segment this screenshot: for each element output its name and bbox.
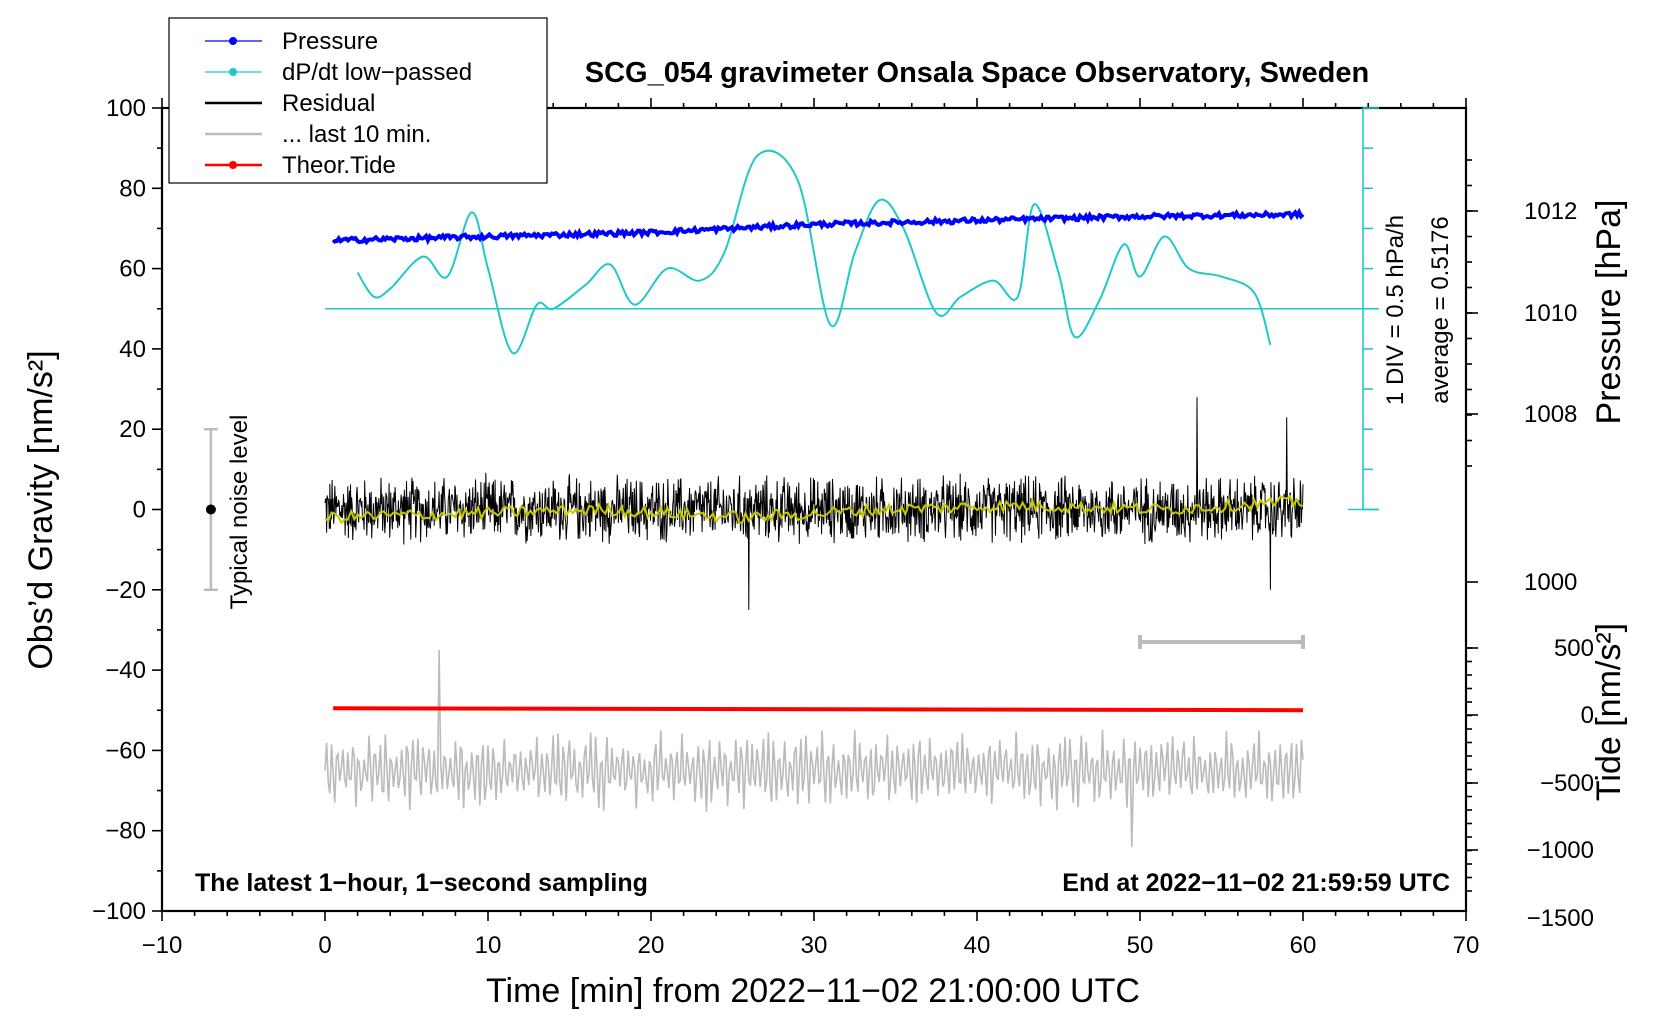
legend-label: Pressure [282,28,378,55]
x-tick-label: 40 [964,932,991,959]
x-tick-label: 20 [638,932,665,959]
tide-tick-label: 500 [1554,635,1594,662]
dpdt-line [356,149,1272,355]
tide-axis-label: Tide [nm/s²] [1590,623,1628,801]
x-tick-label: 30 [801,932,828,959]
y-tick-label: 0 [133,497,146,524]
noise-bar-dot [205,504,216,515]
legend-box [168,17,548,184]
y-tick-label: −40 [105,657,146,684]
tide-tick-label: −1500 [1527,905,1594,932]
average-label: average = 0.5176 [1427,216,1454,404]
x-tick-labels: −10 0 10 20 30 40 50 60 70 [142,932,1480,959]
x-tick-label: 70 [1453,932,1480,959]
y-tick-label: −100 [92,898,146,925]
tide-tick-label: −1000 [1527,837,1594,864]
y-tick-label: 20 [119,416,146,443]
legend-marker [229,161,237,169]
y-axis-label: Obs’d Gravity [nm/s²] [22,350,60,669]
y-tick-label: 40 [119,336,146,363]
pressure-tick-labels: 1012 1010 1008 1000 [1524,198,1577,596]
y-tick-label: 80 [119,175,146,202]
x-tick-label: 50 [1127,932,1154,959]
annotation-sampling: The latest 1−hour, 1−second sampling [195,869,648,897]
tide-tick-label: −500 [1540,770,1594,797]
x-tick-label: 0 [318,932,331,959]
tide-tick-labels: 500 0 −500 −1000 −1500 [1527,635,1594,932]
x-tick-label: 60 [1290,932,1317,959]
pressure-line [331,207,1305,246]
div-label: 1 DIV = 0.5 hPa/h [1382,215,1409,405]
x-tick-label: 10 [475,932,502,959]
legend-marker [229,37,237,45]
legend-marker [229,68,237,76]
legend-label: ... last 10 min. [282,121,431,148]
y-tick-labels: 100 80 60 40 20 0 −20 −40 −60 −80 −100 [92,95,146,925]
pressure-axis-label: Pressure [hPa] [1590,200,1628,425]
legend-label: dP/dt low−passed [282,59,472,86]
legend-label: Theor.Tide [282,152,396,179]
legend: Pressure dP/dt low−passed Residual ... last… [168,17,548,184]
last-10-min-line [324,649,1304,847]
y-tick-label: −60 [105,737,146,764]
tide-line [333,706,1304,713]
residual-smoothed-line [324,494,1304,525]
tide-tick-label: 0 [1581,702,1594,729]
x-tick-label: −10 [142,932,183,959]
y-tick-label: 60 [119,256,146,283]
y-tick-label: −20 [105,577,146,604]
pressure-tick-label: 1000 [1524,569,1577,596]
chart-title: SCG_054 gravimeter Onsala Space Observat… [585,57,1369,89]
pressure-tick-label: 1010 [1524,300,1577,327]
pressure-tick-label: 1008 [1524,401,1577,428]
pressure-tick-label: 1012 [1524,198,1577,225]
y-tick-label: −80 [105,818,146,845]
annotation-end-time: End at 2022−11−02 21:59:59 UTC [1062,869,1450,897]
series-layer [203,149,1364,847]
x-axis-label: Time [min] from 2022−11−02 21:00:00 UTC [486,972,1140,1010]
legend-label: Residual [282,90,375,117]
noise-label: Typical noise level [226,415,253,610]
y-tick-label: 100 [106,95,146,122]
